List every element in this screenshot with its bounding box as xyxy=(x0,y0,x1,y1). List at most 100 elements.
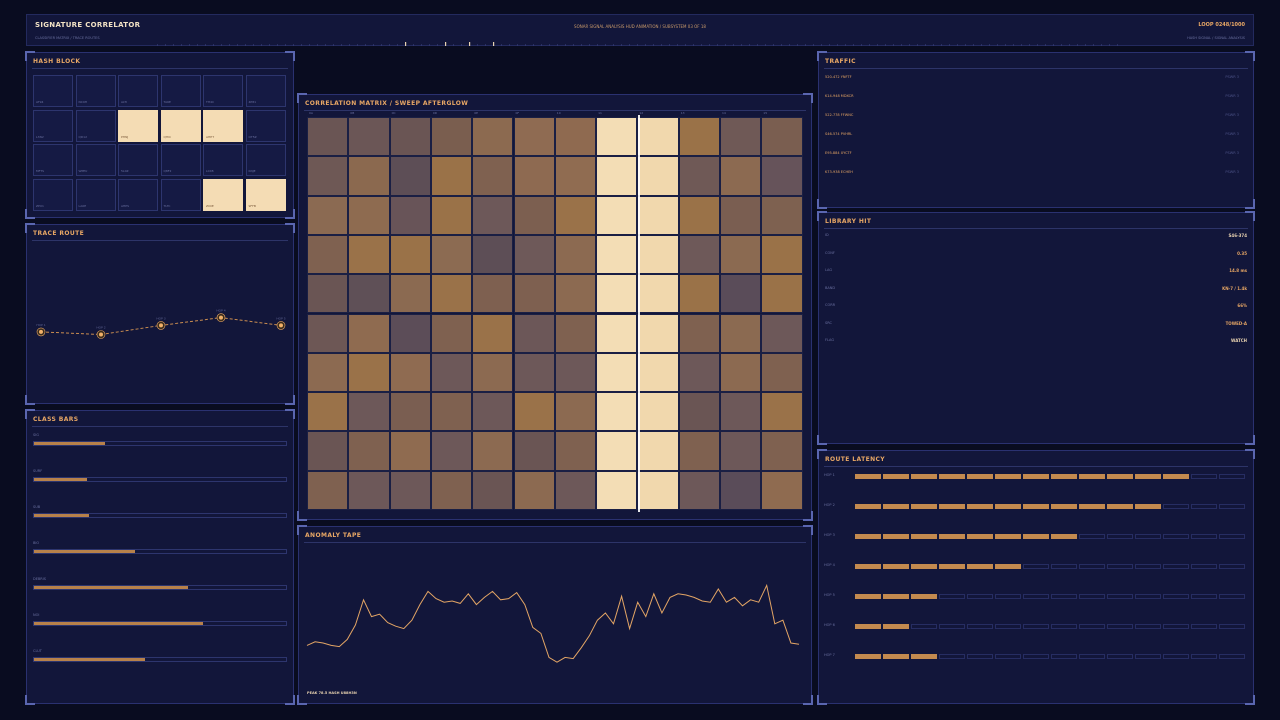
matrix-cell[interactable] xyxy=(678,431,720,471)
traffic-row-name[interactable]: E95-884 XYCTF xyxy=(825,151,852,155)
matrix-cell[interactable] xyxy=(596,274,638,314)
matrix-cell[interactable] xyxy=(389,195,431,235)
matrix-cell[interactable] xyxy=(637,352,679,393)
matrix-cell[interactable] xyxy=(389,313,431,353)
matrix-cell[interactable] xyxy=(637,431,679,471)
traffic-row-name[interactable]: 520-472 YNFTF xyxy=(825,75,852,79)
matrix-cell[interactable] xyxy=(720,352,762,393)
matrix-cell[interactable] xyxy=(678,156,720,196)
matrix-cell[interactable] xyxy=(554,470,597,510)
matrix-cell[interactable] xyxy=(554,117,597,157)
matrix-cell[interactable] xyxy=(678,392,720,432)
matrix-cell[interactable] xyxy=(761,313,803,353)
matrix-cell[interactable] xyxy=(307,274,349,314)
matrix-cell[interactable] xyxy=(637,234,679,275)
matrix-cell[interactable] xyxy=(307,156,349,196)
matrix-cell[interactable] xyxy=(720,431,762,471)
matrix-cell[interactable] xyxy=(348,156,390,196)
trace-node[interactable] xyxy=(99,332,103,337)
matrix-cell[interactable] xyxy=(678,195,720,235)
matrix-cell[interactable] xyxy=(720,117,762,157)
matrix-cell[interactable] xyxy=(348,195,390,235)
trace-node[interactable] xyxy=(219,315,223,320)
matrix-cell[interactable] xyxy=(430,431,473,471)
matrix-cell[interactable] xyxy=(307,234,349,275)
matrix-cell[interactable] xyxy=(761,195,803,235)
matrix-cell[interactable] xyxy=(513,392,555,432)
matrix-cell[interactable] xyxy=(761,470,803,510)
matrix-cell[interactable] xyxy=(637,156,679,196)
matrix-cell[interactable] xyxy=(554,431,597,471)
matrix-cell[interactable] xyxy=(472,313,514,353)
matrix-cell[interactable] xyxy=(513,234,555,275)
matrix-cell[interactable] xyxy=(472,156,514,196)
matrix-cell[interactable] xyxy=(513,352,555,393)
matrix-cell[interactable] xyxy=(389,117,431,157)
matrix-cell[interactable] xyxy=(472,352,514,393)
matrix-cell[interactable] xyxy=(678,234,720,275)
matrix-cell[interactable] xyxy=(430,234,473,275)
matrix-cell[interactable] xyxy=(430,470,473,510)
matrix-cell[interactable] xyxy=(348,117,390,157)
traffic-row-name[interactable]: S46-574 PVHRL xyxy=(825,132,853,136)
matrix-cell[interactable] xyxy=(472,274,514,314)
matrix-cell[interactable] xyxy=(761,431,803,471)
matrix-cell[interactable] xyxy=(678,274,720,314)
matrix-cell[interactable] xyxy=(348,274,390,314)
matrix-cell[interactable] xyxy=(389,431,431,471)
matrix-cell[interactable] xyxy=(430,195,473,235)
matrix-cell[interactable] xyxy=(761,274,803,314)
matrix-cell[interactable] xyxy=(761,117,803,157)
matrix-cell[interactable] xyxy=(430,352,473,393)
matrix-cell[interactable] xyxy=(596,117,638,157)
matrix-cell[interactable] xyxy=(389,352,431,393)
matrix-cell[interactable] xyxy=(430,392,473,432)
matrix-cell[interactable] xyxy=(637,392,679,432)
matrix-cell[interactable] xyxy=(637,117,679,157)
matrix-cell[interactable] xyxy=(596,470,638,510)
matrix-cell[interactable] xyxy=(472,470,514,510)
matrix-cell[interactable] xyxy=(554,392,597,432)
matrix-cell[interactable] xyxy=(389,274,431,314)
matrix-cell[interactable] xyxy=(430,117,473,157)
matrix-cell[interactable] xyxy=(513,274,555,314)
matrix-cell[interactable] xyxy=(513,470,555,510)
matrix-cell[interactable] xyxy=(348,470,390,510)
matrix-cell[interactable] xyxy=(472,195,514,235)
matrix-cell[interactable] xyxy=(554,274,597,314)
matrix-cell[interactable] xyxy=(348,431,390,471)
matrix-cell[interactable] xyxy=(472,117,514,157)
matrix-cell[interactable] xyxy=(307,392,349,432)
matrix-cell[interactable] xyxy=(389,156,431,196)
matrix-cell[interactable] xyxy=(348,352,390,393)
matrix-cell[interactable] xyxy=(554,313,597,353)
traffic-row-name[interactable]: K14-948 MDXCR xyxy=(825,94,854,98)
matrix-cell[interactable] xyxy=(678,352,720,393)
matrix-cell[interactable] xyxy=(720,470,762,510)
matrix-cell[interactable] xyxy=(720,313,762,353)
matrix-cell[interactable] xyxy=(637,313,679,353)
matrix-cell[interactable] xyxy=(761,156,803,196)
matrix-cell[interactable] xyxy=(596,156,638,196)
matrix-cell[interactable] xyxy=(637,274,679,314)
matrix-cell[interactable] xyxy=(637,470,679,510)
matrix-cell[interactable] xyxy=(720,392,762,432)
matrix-cell[interactable] xyxy=(513,117,555,157)
matrix-cell[interactable] xyxy=(472,234,514,275)
matrix-cell[interactable] xyxy=(596,352,638,393)
matrix-cell[interactable] xyxy=(348,392,390,432)
matrix-cell[interactable] xyxy=(472,392,514,432)
traffic-row-name[interactable]: K73-938 ECHEH xyxy=(825,170,853,174)
matrix-cell[interactable] xyxy=(678,470,720,510)
matrix-cell[interactable] xyxy=(554,352,597,393)
matrix-cell[interactable] xyxy=(307,313,349,353)
matrix-cell[interactable] xyxy=(761,392,803,432)
matrix-cell[interactable] xyxy=(554,156,597,196)
matrix-cell[interactable] xyxy=(554,195,597,235)
matrix-cell[interactable] xyxy=(513,313,555,353)
matrix-cell[interactable] xyxy=(761,352,803,393)
matrix-cell[interactable] xyxy=(430,274,473,314)
matrix-cell[interactable] xyxy=(720,274,762,314)
matrix-cell[interactable] xyxy=(596,234,638,275)
matrix-cell[interactable] xyxy=(513,431,555,471)
